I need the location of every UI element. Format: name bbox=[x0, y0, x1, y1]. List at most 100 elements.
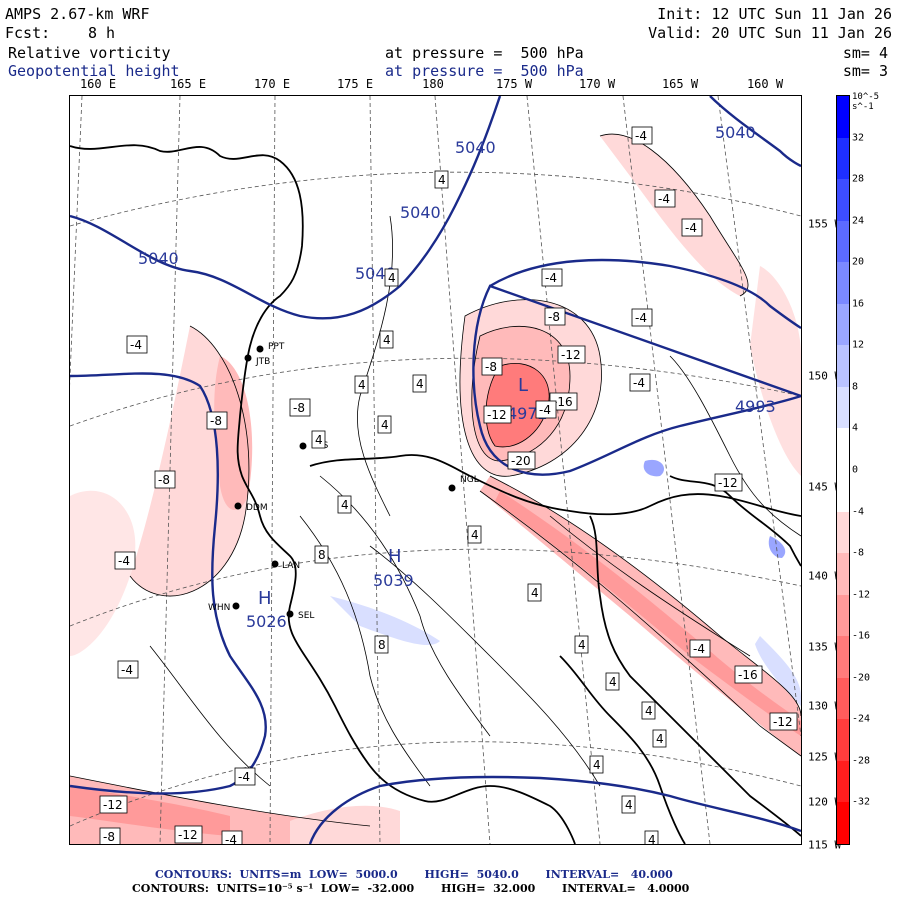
station-marker bbox=[271, 560, 279, 568]
field2-smoothing: sm= 3 bbox=[842, 62, 888, 80]
vorticity-label-box bbox=[654, 189, 676, 208]
longitude-label: 175 W bbox=[495, 77, 533, 91]
vorticity-label: -4 bbox=[658, 192, 670, 206]
latitude-label: 120 W bbox=[808, 795, 842, 809]
station-marker bbox=[299, 442, 307, 450]
vorticity-label: 4 bbox=[648, 833, 656, 844]
colorbar-tick-label: -24 bbox=[852, 713, 871, 725]
vorticity-label: -8 bbox=[548, 310, 560, 324]
longitude-label: 170 W bbox=[578, 77, 616, 91]
vorticity-label-box bbox=[714, 473, 743, 492]
shade-blue-right bbox=[768, 536, 786, 558]
colorbar-segment bbox=[837, 137, 849, 180]
vorticity-label: 4 bbox=[381, 418, 389, 432]
vorticity-contour bbox=[669, 355, 801, 537]
vorticity-label: 4 bbox=[578, 638, 586, 652]
height-label: 5040 bbox=[138, 249, 179, 268]
longitude-label: 170 E bbox=[253, 77, 291, 91]
field1-smoothing: sm= 4 bbox=[842, 44, 888, 62]
vorticity-label: -16 bbox=[553, 395, 573, 409]
vorticity-label: 4 bbox=[438, 173, 446, 187]
longitude-label: 165 W bbox=[661, 77, 699, 91]
colorbar-segment bbox=[837, 719, 849, 762]
vorticity-label: -4 bbox=[225, 833, 237, 844]
shade-blue-right-2 bbox=[643, 459, 665, 477]
vorticity-label-box bbox=[311, 430, 326, 449]
vorticity-label: 4 bbox=[383, 333, 391, 347]
vorticity-contour bbox=[299, 515, 431, 787]
colorbar-tick-label: 8 bbox=[852, 381, 859, 393]
vorticity-contour bbox=[319, 475, 491, 737]
latitude-label: 140 W bbox=[808, 569, 842, 583]
grid-parallel bbox=[70, 548, 801, 627]
colorbar-segment bbox=[837, 760, 849, 803]
grid-meridian bbox=[434, 96, 491, 844]
latitude-label: 150 W bbox=[808, 369, 842, 383]
colorbar-tick-label: 16 bbox=[852, 298, 865, 310]
vorticity-label: -4 bbox=[545, 271, 557, 285]
vorticity-label-box bbox=[379, 330, 394, 349]
vorticity-label-box bbox=[154, 470, 176, 489]
vorticity-label-box bbox=[234, 767, 256, 786]
latitude-label: 135 W bbox=[808, 640, 842, 654]
latitude-label: 145 W bbox=[808, 480, 842, 494]
vorticity-label-box bbox=[734, 665, 763, 684]
colorbar-tick-label: 28 bbox=[852, 173, 865, 185]
vorticity-label: -4 bbox=[635, 311, 647, 325]
vorticity-label: -8 bbox=[103, 830, 115, 844]
vorticity-label: -4 bbox=[130, 338, 142, 352]
vorticity-label: -4 bbox=[693, 642, 705, 656]
grid-meridian bbox=[526, 96, 601, 844]
extremum-label: L bbox=[518, 375, 528, 396]
height-label: 4993 bbox=[735, 397, 776, 416]
station-label: JTB bbox=[255, 357, 270, 367]
lat-lon-grid bbox=[70, 96, 801, 844]
vorticity-label: 4 bbox=[593, 758, 601, 772]
grid-parallel bbox=[70, 741, 801, 827]
grid-parallel bbox=[70, 357, 801, 427]
vorticity-label-box bbox=[527, 583, 542, 602]
vorticity-label: -12 bbox=[487, 408, 507, 422]
colorbar-segment bbox=[837, 636, 849, 679]
vorticity-label: 4 bbox=[358, 378, 366, 392]
vorticity-label: 8 bbox=[378, 638, 386, 652]
colorbar-segment bbox=[837, 179, 849, 222]
vorticity-shading bbox=[70, 134, 801, 844]
vorticity-contour bbox=[599, 133, 749, 297]
colorbar-segment bbox=[837, 386, 849, 429]
vorticity-label: 4 bbox=[388, 271, 396, 285]
station-label: SEL bbox=[298, 611, 314, 621]
vorticity-label-box bbox=[481, 357, 503, 376]
colorbar-tick-label: -20 bbox=[852, 672, 871, 684]
vorticity-label-box bbox=[126, 335, 148, 354]
colorbar-tick-label: -28 bbox=[852, 755, 871, 767]
vorticity-label-box bbox=[689, 639, 711, 658]
vorticity-label-box bbox=[377, 415, 392, 434]
colorbar-segment bbox=[837, 96, 849, 139]
colorbar-tick-label: -32 bbox=[852, 796, 871, 808]
vorticity-label-box bbox=[641, 701, 656, 720]
colorbar-tick-label: -16 bbox=[852, 630, 871, 642]
vorticity-label-box bbox=[384, 268, 399, 287]
vorticity-label: -4 bbox=[238, 770, 250, 784]
field1-level: at pressure = 500 hPa bbox=[385, 44, 584, 62]
shade-streak-left-2 bbox=[70, 490, 136, 656]
vorticity-label: 4 bbox=[416, 377, 424, 391]
colorbar-tick-label: -12 bbox=[852, 589, 871, 601]
footer-vorticity-contours: CONTOURS: UNITS=10⁻⁵ s⁻¹ LOW= -32.000 HI… bbox=[132, 882, 690, 895]
grid-parallel bbox=[70, 171, 801, 227]
vorticity-label-box bbox=[541, 268, 563, 287]
coastline-segment bbox=[70, 144, 576, 844]
height-contour-bottom bbox=[308, 775, 801, 844]
vorticity-contour bbox=[489, 475, 801, 717]
shade-bottom-mid bbox=[290, 805, 400, 844]
vorticity-label-box bbox=[354, 375, 369, 394]
longitude-label: 160 E bbox=[79, 77, 117, 91]
vorticity-label-box bbox=[99, 795, 128, 814]
grid-meridian bbox=[717, 96, 801, 737]
vorticity-contour bbox=[356, 215, 393, 517]
station-marker bbox=[234, 502, 242, 510]
colorbar-segment bbox=[837, 553, 849, 596]
vorticity-label-box bbox=[206, 411, 228, 430]
latitude-label: 125 W bbox=[808, 750, 842, 764]
